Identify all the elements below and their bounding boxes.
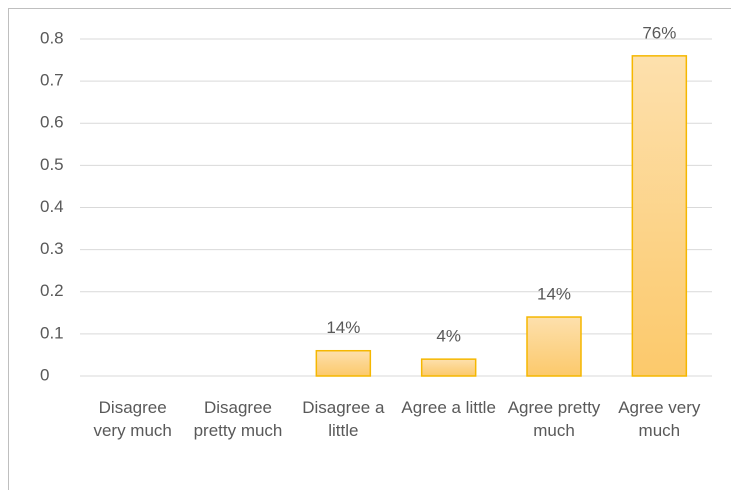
x-tick-label: Disagree pretty much xyxy=(193,398,283,440)
bar xyxy=(315,349,372,377)
data-label: 14% xyxy=(537,285,571,304)
y-tick-label: 0.7 xyxy=(40,71,64,90)
data-label: 4% xyxy=(436,327,461,346)
y-tick-label: 0.2 xyxy=(40,281,64,300)
bar xyxy=(420,358,477,377)
data-label: 14% xyxy=(326,318,360,337)
y-tick-label: 0.3 xyxy=(40,239,64,258)
x-tick-label: Agree pretty much xyxy=(507,398,601,440)
y-tick-label: 0.1 xyxy=(40,323,64,342)
x-tick-label: Agree very much xyxy=(618,398,701,440)
x-tick-label: Agree a little xyxy=(401,398,496,417)
y-tick-label: 0.8 xyxy=(40,28,64,47)
y-tick-label: 0.5 xyxy=(40,155,64,174)
data-label: 76% xyxy=(642,23,676,42)
bar xyxy=(526,316,582,377)
y-tick-label: 0.6 xyxy=(40,113,64,132)
bar xyxy=(631,55,688,377)
x-tick-label: Disagree very much xyxy=(93,398,172,440)
x-tick-label: Disagree a little xyxy=(302,398,385,440)
y-tick-label: 0 xyxy=(40,365,49,384)
y-tick-label: 0.4 xyxy=(40,197,64,216)
